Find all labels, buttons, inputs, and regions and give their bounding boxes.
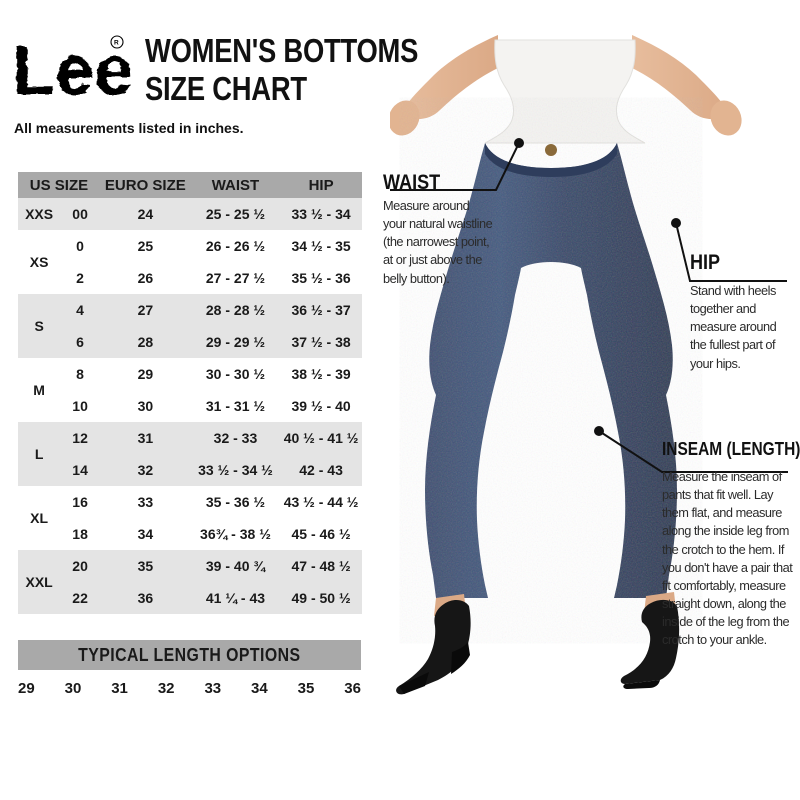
svg-text:R: R [114, 40, 119, 47]
